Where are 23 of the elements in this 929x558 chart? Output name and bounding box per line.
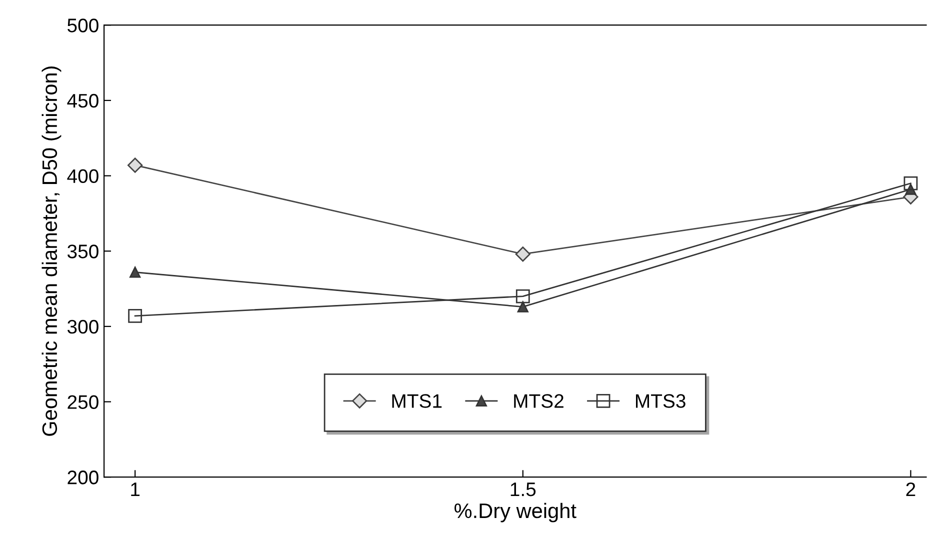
legend-label: MTS3 — [636, 394, 686, 408]
x-tick-label: 1 — [131, 482, 140, 496]
point — [517, 301, 528, 312]
point — [130, 266, 141, 278]
point — [516, 289, 530, 304]
point — [128, 158, 143, 173]
y-tick-label: 500 — [68, 18, 98, 32]
point — [904, 176, 918, 190]
point — [905, 184, 916, 195]
legend-label: MTS2 — [514, 394, 564, 408]
legend-label: MTS1 — [392, 394, 442, 408]
x-tick-label: 2 — [906, 482, 916, 496]
y-tick-label: 300 — [67, 320, 98, 334]
y-tick-label: 250 — [68, 395, 98, 409]
point — [515, 246, 530, 262]
y-tick-label: 200 — [68, 470, 98, 484]
y-axis-title: Geometric mean diameter, D50 (micron) — [42, 66, 62, 436]
y-tick-label: 400 — [67, 169, 98, 184]
y-tick-label: 450 — [67, 94, 98, 108]
y-tick-label: 350 — [67, 244, 98, 258]
x-axis-title: %.Dry weight — [454, 502, 576, 522]
x-tick-label: 1.5 — [510, 482, 536, 496]
point — [128, 308, 142, 323]
